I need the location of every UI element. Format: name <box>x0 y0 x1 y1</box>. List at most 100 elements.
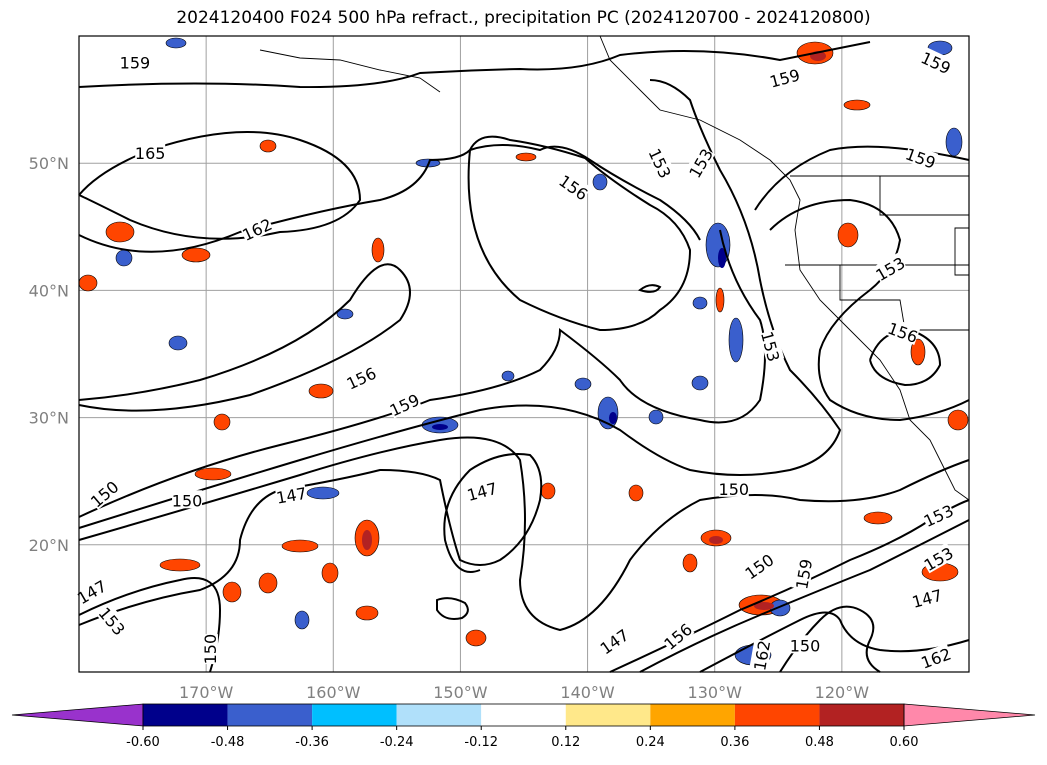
lon-tick-label: 140°W <box>560 683 615 702</box>
precip-blob <box>168 335 188 351</box>
precip-core <box>432 424 448 430</box>
precip-blob <box>294 610 310 630</box>
precip-blob <box>308 383 334 399</box>
precip-blob <box>181 247 211 263</box>
contour-label: 150 <box>199 634 220 665</box>
map-title: 2024120400 F024 500 hPa refract., precip… <box>176 8 871 28</box>
precip-blob <box>715 287 725 313</box>
colorbar-tick-label: 0.12 <box>551 735 580 750</box>
contour-label-bg <box>386 389 422 419</box>
contour-159 <box>78 41 871 89</box>
contour-153 <box>78 79 842 529</box>
precip-core <box>754 602 774 610</box>
contour-label-bg <box>872 252 908 284</box>
precip-blob <box>863 511 893 525</box>
contour-label-bg <box>556 170 592 203</box>
precip-blob <box>213 413 231 431</box>
lon-tick-label: 170°W <box>179 683 234 702</box>
precip-blob <box>306 486 340 500</box>
colorbar-segment <box>396 704 482 726</box>
colorbar-tick-label: -0.36 <box>295 735 329 750</box>
contour-label: 159 <box>903 143 939 173</box>
contour-label-bg <box>596 624 632 657</box>
colorbar-tick-label: 0.48 <box>805 735 834 750</box>
precip-blob <box>115 249 133 267</box>
precipitation-pc-shading <box>78 37 969 666</box>
colorbar-segment <box>143 704 228 726</box>
colorbar-tick-label: -0.60 <box>126 735 160 750</box>
colorbar-segment <box>650 704 735 726</box>
contour-label-bg <box>909 584 944 610</box>
precip-blob <box>947 409 969 431</box>
contour-label: 150 <box>790 635 820 655</box>
precip-blob <box>515 152 537 162</box>
precip-blob <box>945 127 963 157</box>
colorbar-tick-label: -0.12 <box>464 735 498 750</box>
contour-label-text: 150 <box>201 634 220 665</box>
colorbar-segment <box>312 704 397 726</box>
contour-label: 165 <box>135 143 166 163</box>
colorbar-tick-label: 0.60 <box>890 735 919 750</box>
precip-blob <box>258 572 278 594</box>
precip-core <box>609 412 617 424</box>
precip-blob <box>259 139 277 153</box>
contour-label-bg <box>646 145 676 181</box>
map-background <box>79 36 969 672</box>
lon-tick-label: 120°W <box>815 683 870 702</box>
precip-core <box>362 530 372 550</box>
colorbar-extend-high <box>903 703 1036 727</box>
colorbar-segment <box>734 704 820 726</box>
contour-153-us <box>769 198 970 422</box>
lon-tick-label: 150°W <box>433 683 488 702</box>
precip-blob <box>540 482 556 500</box>
contour-label-bg <box>119 52 150 71</box>
lat-tick-label: 30°N <box>29 409 69 428</box>
precip-blob <box>648 409 664 425</box>
contour-label-text: 150 <box>172 491 203 510</box>
precip-blob <box>194 467 232 481</box>
colorbar-segment <box>481 704 566 726</box>
contour-loop <box>637 284 662 293</box>
precip-blob <box>910 338 926 366</box>
contour-156-se <box>699 611 970 673</box>
precip-core <box>709 536 723 544</box>
precip-blob <box>843 99 871 111</box>
axis-labels: 50°N 40°N 30°N 20°N 170°W 160°W 150°W 140°W 130°… <box>29 154 870 702</box>
contour-label-bg <box>135 143 166 162</box>
precip-blob <box>574 377 592 391</box>
precip-blob <box>281 539 319 553</box>
precip-blob <box>355 605 379 621</box>
precip-blob <box>371 237 385 263</box>
contour-label-bg <box>767 64 802 90</box>
contour-147-loop <box>436 597 469 620</box>
coastline-aleutians <box>259 49 441 93</box>
contour-label-text: 159 <box>120 54 151 73</box>
precip-blob <box>78 274 98 292</box>
contour-153-se <box>639 519 970 673</box>
contour-label-bg <box>886 317 921 346</box>
colorbar-tick-label: 0.24 <box>636 735 665 750</box>
precip-blob <box>159 558 201 572</box>
precip-blob <box>465 629 487 647</box>
contour-label-bg <box>791 557 815 591</box>
colorbar-tick-label: 0.36 <box>720 735 749 750</box>
colorbar: -0.60 -0.48 -0.36 -0.24 -0.12 0.12 0.24 0.36 0.4… <box>11 703 1036 750</box>
contour-label-bg <box>718 478 749 497</box>
precip-blob <box>837 222 859 248</box>
precip-blob <box>165 37 187 49</box>
contour-label-bg <box>343 362 379 392</box>
precip-blob <box>222 581 242 603</box>
lat-tick-label: 40°N <box>29 281 69 300</box>
coastline-north-america <box>599 35 970 501</box>
contour-label-bg <box>918 643 953 671</box>
contour-label-bg <box>86 476 122 510</box>
contour-159-west <box>78 263 411 412</box>
contour-label-bg <box>920 542 956 574</box>
precip-blob <box>501 370 515 382</box>
contour-label: 153 <box>645 145 676 181</box>
precip-blob <box>321 562 339 584</box>
contour-label-bg <box>464 477 499 503</box>
